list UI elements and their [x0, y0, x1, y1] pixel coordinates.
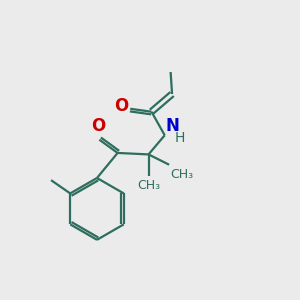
Text: CH₃: CH₃ — [137, 178, 160, 192]
Text: CH₃: CH₃ — [171, 168, 194, 181]
Text: N: N — [165, 117, 179, 135]
Text: O: O — [91, 117, 105, 135]
Text: O: O — [114, 98, 128, 116]
Text: H: H — [174, 131, 184, 145]
